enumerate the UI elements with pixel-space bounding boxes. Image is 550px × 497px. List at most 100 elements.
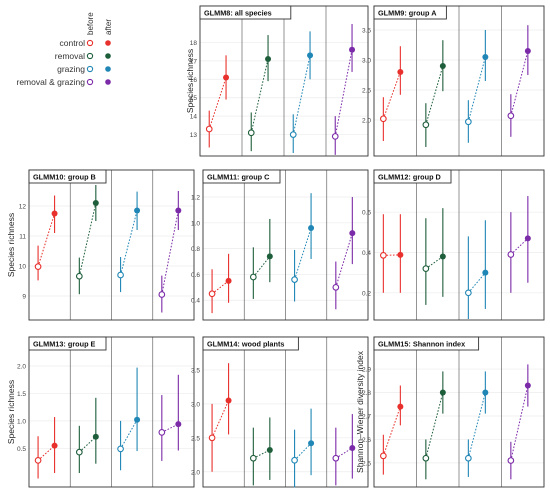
panel-title: GLMM14: wood plants bbox=[207, 340, 284, 349]
y-tick-label: 10 bbox=[19, 264, 27, 271]
point-after bbox=[349, 445, 356, 452]
point-before bbox=[422, 454, 430, 462]
panel-title: GLMM8: all species bbox=[204, 9, 272, 18]
point-before bbox=[208, 290, 216, 298]
panel-title: GLMM15: Shannon index bbox=[378, 340, 465, 349]
y-axis-label: Species richness bbox=[6, 213, 16, 277]
point-before bbox=[332, 454, 340, 462]
point-after bbox=[524, 48, 531, 54]
panel-title-box bbox=[373, 169, 452, 184]
y-tick-label: 13 bbox=[190, 132, 198, 139]
legend-label: removal & grazing bbox=[16, 77, 85, 87]
trend-line bbox=[120, 419, 138, 450]
y-tick-label: 2.9 bbox=[362, 367, 371, 374]
legend-marker-after bbox=[105, 66, 111, 72]
y-tick-label: 12 bbox=[19, 204, 27, 211]
point-after bbox=[349, 46, 356, 53]
point-after bbox=[349, 230, 356, 237]
legend-label: removal bbox=[55, 51, 85, 61]
point-before bbox=[507, 251, 515, 258]
y-tick-label: 3.0 bbox=[362, 58, 371, 65]
y-tick-label: 0.5 bbox=[17, 446, 26, 453]
y-tick-label: 0.6 bbox=[191, 272, 200, 279]
point-before bbox=[380, 115, 387, 123]
point-before bbox=[465, 289, 472, 297]
y-tick-label: 18 bbox=[190, 40, 198, 47]
panel-title-box bbox=[373, 5, 447, 20]
y-tick-label: 2.0 bbox=[362, 118, 371, 125]
point-after bbox=[397, 251, 404, 258]
point-after bbox=[397, 69, 404, 75]
trend-line bbox=[467, 56, 486, 122]
trend-line bbox=[292, 55, 311, 135]
y-tick-label: 2.6 bbox=[362, 437, 371, 444]
point-before bbox=[422, 121, 430, 129]
y-tick-label: 2.5 bbox=[362, 88, 371, 95]
point-after bbox=[51, 442, 58, 449]
trend-line bbox=[382, 406, 401, 457]
panel-8: 2.5 2.6 2.7 2.8 2.9 GLMM15: Shannon index Shan… bbox=[355, 336, 545, 488]
y-tick-label: 2.0 bbox=[191, 469, 200, 476]
legend-column-after: after bbox=[104, 19, 113, 35]
point-after bbox=[51, 210, 58, 217]
point-before bbox=[380, 452, 387, 460]
point-after bbox=[223, 74, 230, 81]
panels: 13 14 15 16 17 18 GLMM8: all species Species ri… bbox=[6, 5, 545, 488]
panel-7: 2.0 2.5 3.0 3.5 GLMM14: wood plants bbox=[191, 336, 369, 488]
legend-marker-before bbox=[86, 52, 94, 60]
y-tick-label: 2.5 bbox=[362, 460, 371, 467]
trend-line bbox=[425, 256, 444, 270]
panel-title-box bbox=[202, 169, 281, 184]
legend-column-before: before bbox=[86, 12, 95, 35]
point-after bbox=[266, 253, 273, 260]
y-tick-label: 1.0 bbox=[17, 418, 26, 425]
y-tick-label: 17 bbox=[190, 58, 198, 65]
point-after bbox=[134, 207, 141, 214]
trend-line bbox=[78, 436, 97, 453]
panel-title: GLMM9: group A bbox=[378, 9, 437, 18]
panel-title-box bbox=[373, 336, 480, 351]
point-after bbox=[307, 52, 314, 59]
trend-line bbox=[510, 238, 529, 255]
y-tick-label: 15 bbox=[190, 95, 198, 102]
point-before bbox=[465, 118, 472, 126]
y-axis-label: Species richness bbox=[6, 380, 16, 444]
panel-1: 13 14 15 16 17 18 GLMM8: all species Species ri… bbox=[185, 5, 369, 157]
trend-line bbox=[37, 213, 56, 267]
legend-marker-before bbox=[86, 78, 94, 86]
point-before bbox=[117, 445, 124, 453]
point-before bbox=[332, 283, 340, 291]
trend-line bbox=[211, 280, 229, 295]
point-before bbox=[249, 273, 257, 281]
point-before bbox=[75, 272, 83, 280]
y-axis-label: Species richness bbox=[185, 49, 195, 113]
point-after bbox=[482, 389, 489, 396]
point-after bbox=[175, 207, 182, 214]
panel-frame bbox=[202, 169, 369, 321]
trend-line bbox=[161, 210, 179, 295]
point-after bbox=[308, 224, 315, 231]
y-tick-label: 2.5 bbox=[191, 435, 200, 442]
point-after bbox=[397, 403, 404, 410]
y-tick-label: 3.5 bbox=[362, 28, 371, 35]
panel-title-box bbox=[28, 169, 107, 184]
y-tick-label: 3.0 bbox=[191, 401, 200, 408]
y-tick-label: 9 bbox=[22, 294, 26, 301]
point-after bbox=[439, 63, 446, 69]
y-tick-label: 0.4 bbox=[191, 298, 200, 305]
trend-line bbox=[37, 445, 55, 461]
panel-title: GLMM10: group B bbox=[33, 173, 96, 182]
trend-line bbox=[510, 50, 529, 116]
trend-line bbox=[208, 77, 227, 130]
legend-marker-before bbox=[86, 65, 94, 73]
panel-title-box bbox=[202, 336, 299, 351]
point-after bbox=[265, 56, 272, 63]
y-tick-label: 1.0 bbox=[191, 220, 200, 227]
panel-6: 0.5 1.0 1.5 2.0 GLMM13: group E Species richn… bbox=[6, 336, 195, 488]
point-before bbox=[247, 129, 255, 137]
y-tick-label: 2.8 bbox=[362, 390, 371, 397]
point-after bbox=[308, 440, 315, 447]
panel-frame bbox=[28, 336, 195, 488]
panel-3: 9 10 11 12 GLMM10: group B Species richness bbox=[6, 169, 195, 321]
